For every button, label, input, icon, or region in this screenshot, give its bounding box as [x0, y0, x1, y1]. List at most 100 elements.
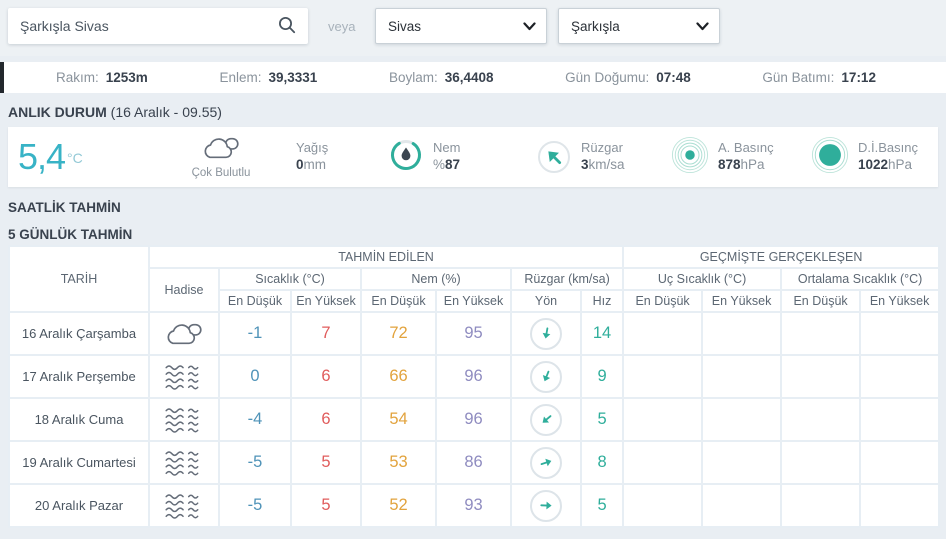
current-condition: Çok Bulutlu: [146, 134, 296, 180]
humidity-min-value: 53: [360, 440, 437, 485]
wind-direction-cell: [510, 483, 582, 528]
chevron-down-icon: [696, 19, 709, 34]
search-icon: [277, 15, 297, 38]
temp-min-value: -1: [218, 311, 292, 356]
past-avg-min-cell: [780, 354, 862, 399]
wind-speed-value: 9: [579, 354, 625, 399]
condition-label: Çok Bulutlu: [191, 167, 251, 180]
temp-min-header: En Düşük: [218, 289, 292, 313]
fog-icon: [163, 407, 205, 433]
sea-level-pressure-metric: D.İ.Basınç 1022hPa: [811, 136, 938, 179]
location-search: [8, 8, 308, 44]
wind-direction-icon: [538, 129, 582, 173]
avg-temp-group-header: Ortalama Sıcaklık (°C): [780, 267, 941, 291]
sunrise-info: Gün Doğumu: 07:48: [565, 70, 691, 85]
humidity-max-value: 96: [435, 354, 512, 399]
temp-min-value: -5: [218, 483, 292, 528]
extreme-max-header: En Yüksek: [701, 289, 783, 313]
past-extreme-max-cell: [701, 397, 783, 442]
past-extreme-min-cell: [622, 311, 704, 356]
search-button[interactable]: [266, 8, 308, 44]
humidity-min-header: En Düşük: [360, 289, 437, 313]
district-select[interactable]: Şarkışla: [558, 8, 720, 44]
past-extreme-max-cell: [701, 483, 783, 528]
wind-direction-cell: [510, 440, 582, 485]
past-extreme-min-cell: [622, 440, 704, 485]
wind-dir-header: Yön: [510, 289, 582, 313]
or-label: veya: [328, 19, 356, 34]
province-select[interactable]: Sivas: [375, 8, 547, 44]
humidity-min-value: 72: [360, 311, 437, 356]
past-avg-min-cell: [780, 397, 862, 442]
station-pressure-metric: A. Basınç 878hPa: [671, 136, 811, 179]
wind-metric: Rüzgar 3km/sa: [536, 139, 671, 175]
forecast-date: 20 Aralık Pazar: [8, 483, 150, 528]
wind-arrow-icon: [535, 409, 556, 430]
temp-max-value: 5: [290, 483, 362, 528]
extreme-min-header: En Düşük: [622, 289, 704, 313]
pressure-actual-icon: [671, 136, 709, 179]
station-info-bar: Rakım: 1253m Enlem: 39,3331 Boylam: 36,4408…: [0, 62, 946, 93]
forecast-date: 19 Aralık Cumartesi: [8, 440, 150, 485]
current-section-title: ANLIK DURUM (16 Aralık - 09.55): [8, 104, 222, 120]
fog-icon: [163, 364, 205, 390]
wind-direction-cell: [510, 354, 582, 399]
past-avg-max-cell: [859, 440, 941, 485]
humidity-min-value: 66: [360, 354, 437, 399]
wind-arrow-icon: [537, 325, 554, 342]
temp-min-value: -5: [218, 440, 292, 485]
temp-min-value: -4: [218, 397, 292, 442]
wind-arrow-icon: [538, 498, 554, 514]
longitude-info: Boylam: 36,4408: [388, 70, 494, 85]
avg-max-header: En Yüksek: [859, 289, 941, 313]
past-avg-max-cell: [859, 397, 941, 442]
humidity-max-value: 96: [435, 397, 512, 442]
weather-event-cell: [148, 397, 220, 442]
sunset-info: Gün Batımı: 17:12: [762, 70, 876, 85]
humidity-max-value: 95: [435, 311, 512, 356]
humidity-group-header: Nem (%): [360, 267, 512, 291]
past-avg-max-cell: [859, 311, 941, 356]
chevron-down-icon: [523, 19, 536, 34]
past-group-header: GEÇMİŞTE GERÇEKLEŞEN: [622, 245, 941, 269]
weather-event-cell: [148, 440, 220, 485]
wind-speed-value: 14: [579, 311, 625, 356]
fog-icon: [163, 493, 205, 519]
wind-speed-value: 5: [579, 483, 625, 528]
wind-direction-cell: [510, 311, 582, 356]
altitude-info: Rakım: 1253m: [56, 70, 148, 85]
humidity-min-value: 54: [360, 397, 437, 442]
humidity-max-value: 93: [435, 483, 512, 528]
mostly-cloudy-icon: [199, 138, 243, 166]
temp-max-value: 6: [290, 397, 362, 442]
search-input[interactable]: [8, 8, 266, 44]
wind-direction-cell: [510, 397, 582, 442]
humidity-min-value: 52: [360, 483, 437, 528]
wind-arrow-icon: [537, 453, 556, 472]
daily-forecast-title: 5 GÜNLÜK TAHMİN: [8, 227, 133, 242]
pressure-sea-icon: [811, 136, 849, 179]
wind-speed-value: 8: [579, 440, 625, 485]
forecast-row: 16 Aralık Çarşamba -1 7 72 95 14: [8, 311, 941, 356]
province-select-value: Sivas: [388, 18, 422, 34]
weather-event-cell: [148, 483, 220, 528]
wind-speed-header: Hız: [579, 289, 625, 313]
humidity-gauge-icon: [388, 137, 424, 178]
avg-min-header: En Düşük: [780, 289, 862, 313]
temp-max-value: 5: [290, 440, 362, 485]
past-avg-min-cell: [780, 483, 862, 528]
top-bar: veya Sivas Şarkışla: [0, 0, 946, 56]
forecast-date: 18 Aralık Cuma: [8, 397, 150, 442]
past-extreme-max-cell: [701, 440, 783, 485]
forecast-date: 17 Aralık Perşembe: [8, 354, 150, 399]
temp-max-value: 7: [290, 311, 362, 356]
wind-group-header: Rüzgar (km/sa): [509, 267, 625, 291]
past-avg-min-cell: [780, 311, 862, 356]
forecast-row: 18 Aralık Cuma -4 6 54 96 5: [8, 397, 941, 442]
forecast-row: 19 Aralık Cumartesi -5 5 53 86 8: [8, 440, 941, 485]
predicted-group-header: TAHMİN EDİLEN: [147, 245, 625, 269]
temp-max-header: En Yüksek: [290, 289, 362, 313]
col-date-header: TARİH: [8, 245, 150, 313]
weather-event-cell: [148, 311, 220, 356]
